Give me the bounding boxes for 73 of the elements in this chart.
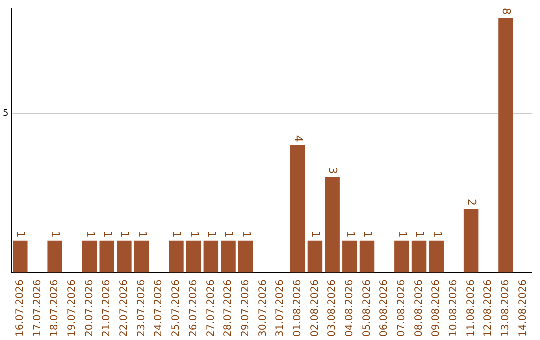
x-tick-label: 28.07.2026 — [223, 280, 234, 338]
x-tick-label: 30.07.2026 — [258, 280, 269, 338]
data-label: 1 — [49, 230, 62, 238]
x-tick-label: 27.07.2026 — [206, 280, 217, 338]
x-tick-label: 26.07.2026 — [188, 280, 200, 338]
data-label: 1 — [205, 230, 218, 238]
x-tick-label: 04.08.2026 — [344, 280, 356, 338]
bar — [48, 240, 62, 273]
x-tick-label: 24.07.2026 — [154, 280, 165, 338]
x-tick-label: 25.07.2026 — [171, 280, 182, 338]
bar — [204, 240, 219, 273]
x-tick-label: 09.08.2026 — [431, 280, 442, 338]
data-label: 1 — [170, 230, 184, 238]
x-tick-label: 23.07.2026 — [136, 280, 148, 338]
x-tick-label: 06.08.2026 — [379, 280, 390, 338]
data-label: 2 — [465, 199, 478, 206]
x-tick-label: 31.07.2026 — [275, 280, 286, 338]
bar — [498, 18, 514, 273]
bar — [325, 177, 340, 273]
bar — [169, 240, 184, 273]
x-tick-label: 16.07.2026 — [14, 280, 26, 338]
x-tick-label: 21.07.2026 — [102, 280, 113, 338]
bar — [308, 240, 323, 273]
x-tick-label: 10.08.2026 — [448, 280, 460, 338]
bar — [290, 145, 306, 273]
x-tick-label: 12.08.2026 — [483, 280, 494, 338]
bar — [186, 240, 202, 273]
x-tick-label: 20.07.2026 — [84, 280, 96, 338]
bar — [238, 240, 254, 273]
bar — [82, 240, 98, 273]
data-label: 1 — [430, 230, 444, 238]
bar — [13, 240, 28, 273]
data-label: 4 — [292, 135, 306, 142]
x-tick-label: 13.08.2026 — [500, 280, 512, 338]
bar — [412, 240, 427, 273]
x-tick-label: 03.08.2026 — [327, 280, 338, 338]
y-tick-label: 5 — [2, 108, 9, 119]
data-label: 1 — [240, 230, 253, 238]
bar — [360, 240, 375, 273]
bar — [117, 240, 132, 273]
x-tick-label: 08.08.2026 — [414, 280, 425, 338]
data-label: 1 — [118, 230, 132, 238]
data-label: 1 — [309, 230, 322, 238]
bar — [394, 240, 410, 273]
data-label: 1 — [84, 230, 97, 238]
x-tick-label: 14.08.2026 — [518, 280, 529, 338]
x-tick-label: 02.08.2026 — [310, 280, 321, 338]
x-tick-label: 05.08.2026 — [362, 280, 373, 338]
x-tick-label: 07.08.2026 — [396, 280, 408, 338]
x-tick-label: 17.07.2026 — [32, 280, 44, 338]
bar — [221, 240, 236, 273]
x-tick-label: 19.07.2026 — [67, 280, 78, 338]
data-label: 1 — [361, 230, 374, 238]
data-label: 1 — [136, 230, 149, 238]
data-label: 3 — [326, 167, 340, 174]
bar — [342, 240, 358, 273]
data-label: 1 — [222, 230, 236, 238]
data-label: 1 — [396, 230, 410, 238]
x-tick-label: 18.07.2026 — [50, 280, 61, 338]
x-tick-label: 22.07.2026 — [119, 280, 130, 338]
bar — [100, 240, 114, 273]
x-tick-label: 29.07.2026 — [240, 280, 252, 338]
bar — [464, 209, 479, 273]
bar — [429, 240, 444, 273]
data-label: 1 — [413, 230, 426, 238]
data-label: 8 — [500, 8, 514, 15]
data-label: 1 — [101, 230, 114, 238]
x-tick-label: 01.08.2026 — [292, 280, 304, 338]
x-tick-label: 11.08.2026 — [466, 280, 477, 338]
data-label: 1 — [14, 230, 28, 238]
data-label: 1 — [188, 230, 201, 238]
bar — [134, 240, 150, 273]
data-label: 1 — [344, 230, 358, 238]
